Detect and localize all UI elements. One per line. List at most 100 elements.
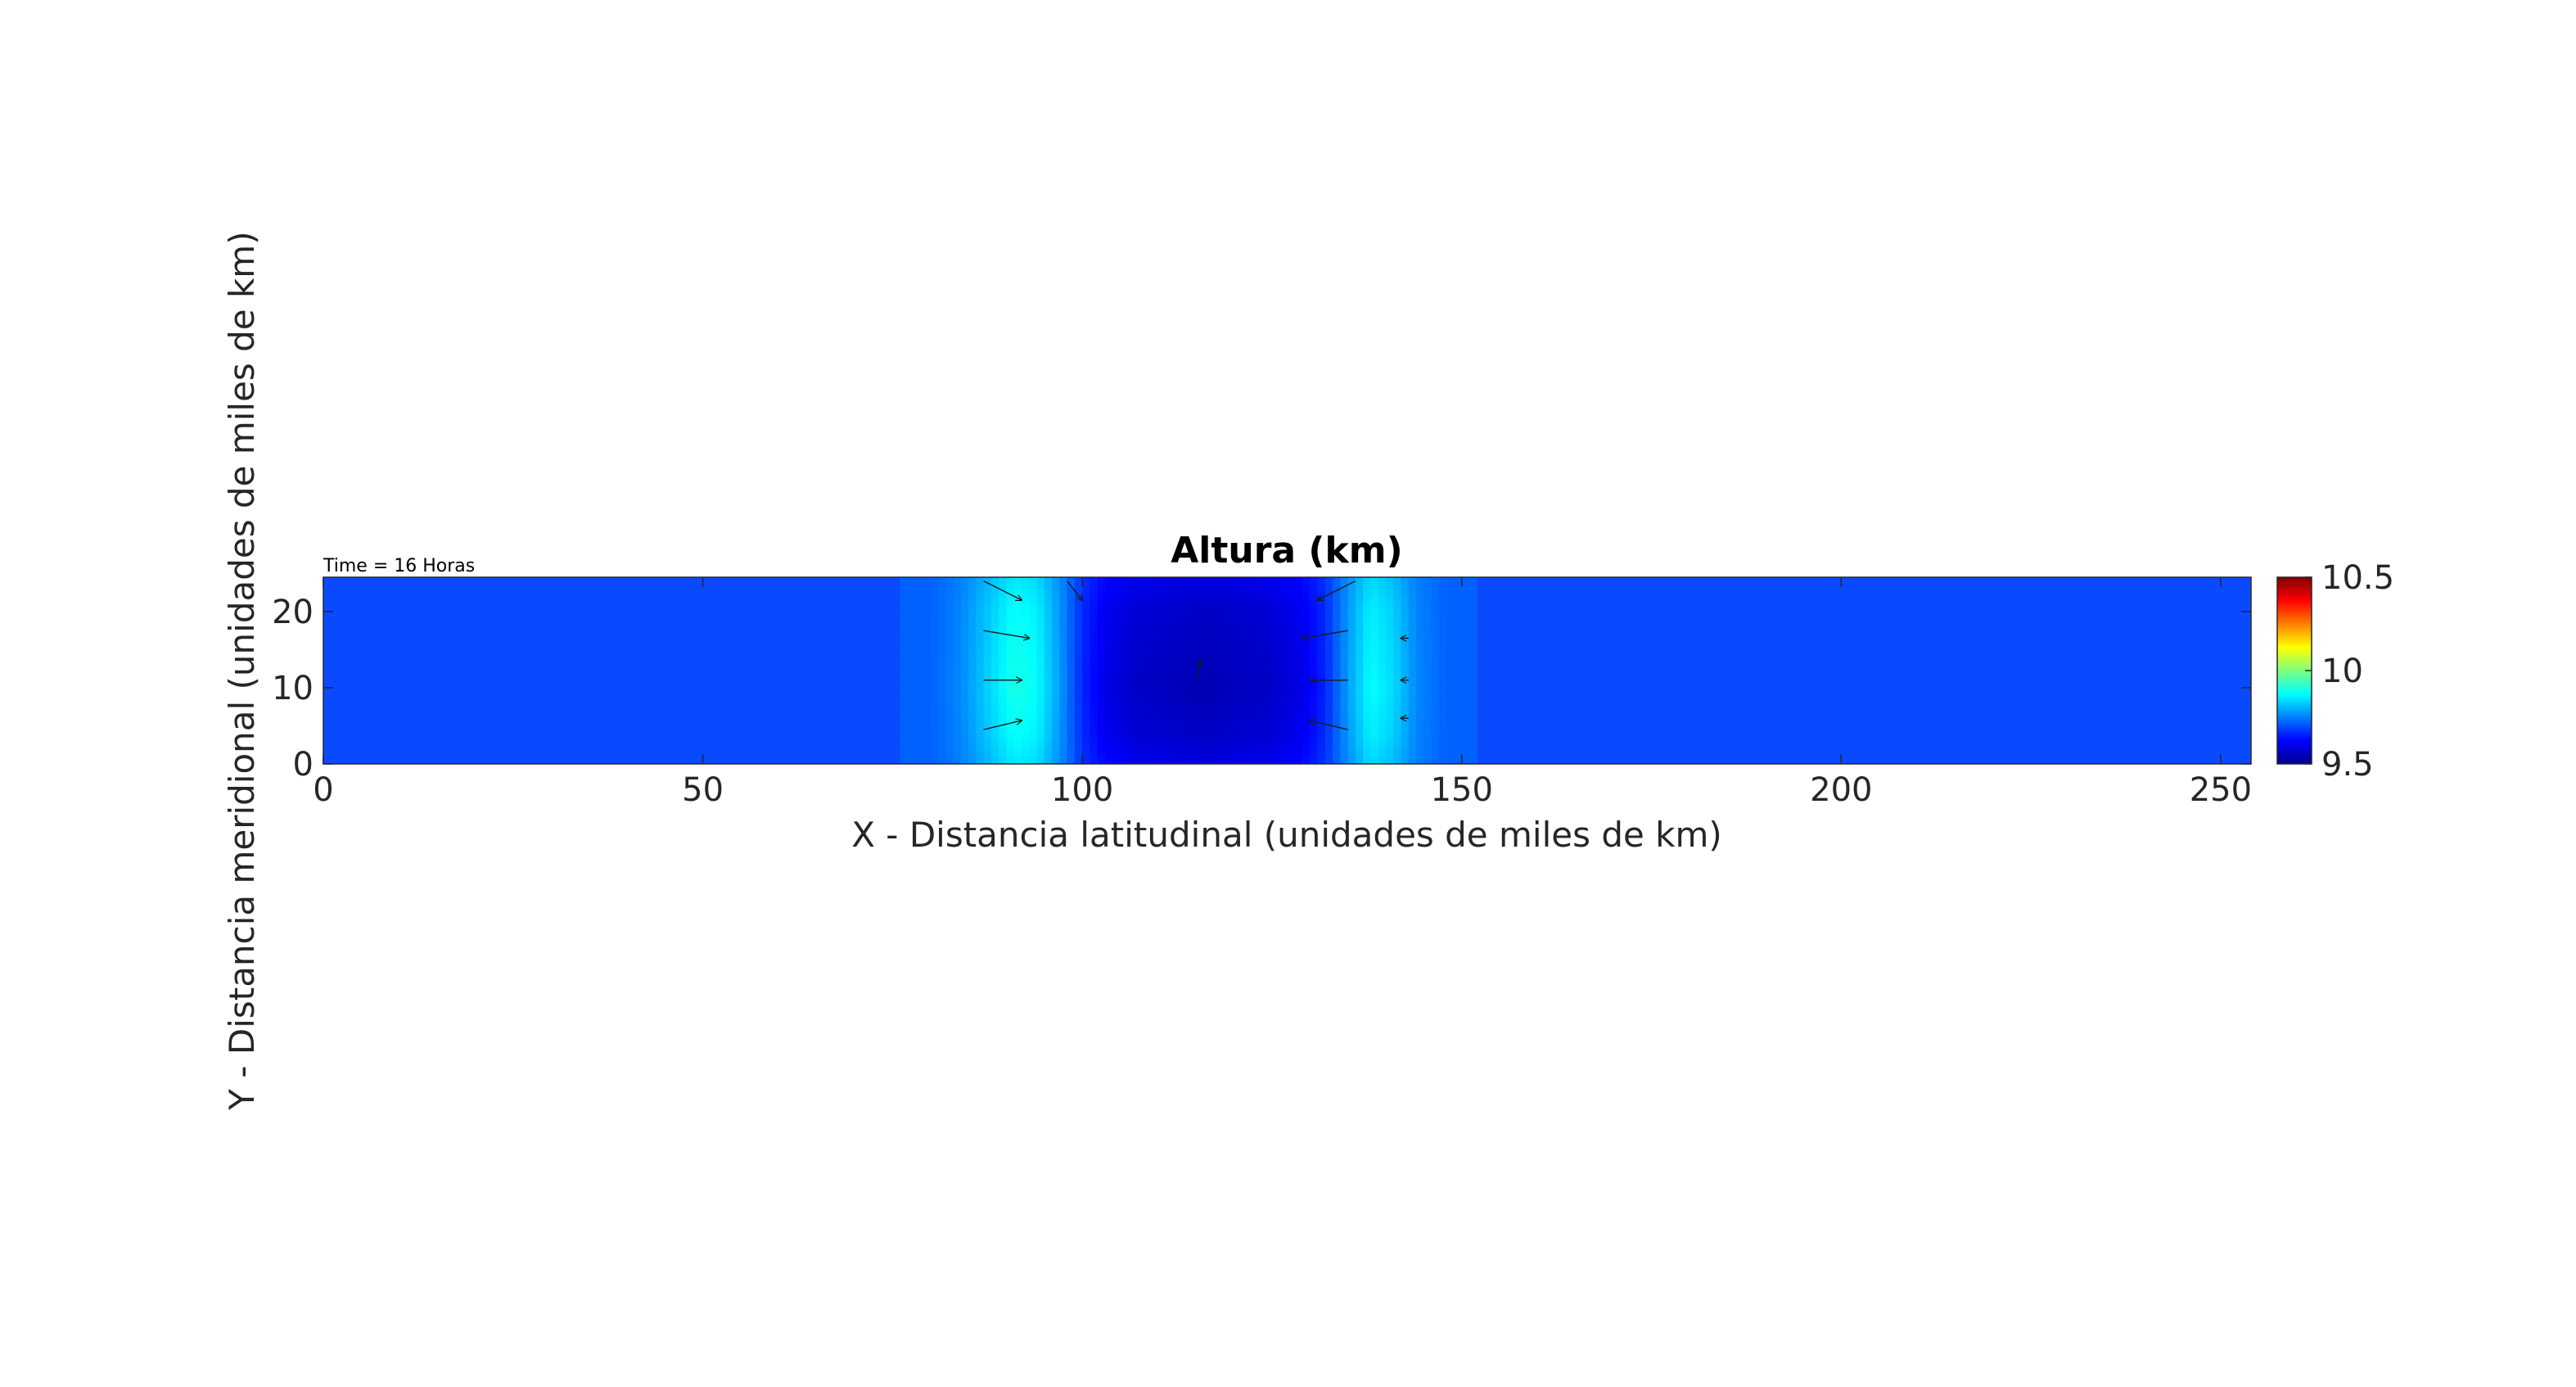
heatmap-cell [1431,680,1440,684]
heatmap-cell [1271,672,1280,677]
heatmap-cell [907,634,916,639]
heatmap-cell [1340,657,1349,662]
heatmap-cell [900,748,909,753]
heatmap-cell [1333,619,1342,624]
heatmap-cell [990,668,999,673]
heatmap-cell [1104,707,1113,712]
heatmap-cell [1029,608,1038,612]
heatmap-cell [1317,653,1326,658]
heatmap-cell [1029,748,1038,753]
heatmap-cell [1044,714,1053,719]
heatmap-cell [1287,752,1296,757]
heatmap-cell [1082,672,1091,677]
heatmap-cell [1378,611,1387,617]
heatmap-cell [1393,619,1402,624]
heatmap-cell [1370,608,1379,612]
heatmap-cell [1423,634,1432,639]
heatmap-cell [1271,730,1280,734]
heatmap-cell [999,684,1008,689]
heatmap-cell [1370,599,1379,605]
heatmap-cell [1135,760,1144,764]
heatmap-cell [938,710,946,716]
heatmap-cell [1454,675,1463,681]
heatmap-cell [1363,687,1372,693]
heatmap-cell [1408,634,1417,639]
heatmap-cell [1347,752,1356,757]
heatmap-cell [1271,577,1280,582]
heatmap-cell [1355,622,1364,628]
heatmap-cell [1423,741,1432,746]
heatmap-cell [1013,668,1022,673]
heatmap-cell [1166,691,1175,696]
heatmap-cell [1127,684,1136,689]
heatmap-cell [1196,760,1205,764]
heatmap-cell [1044,695,1053,700]
heatmap-cell [1074,622,1083,628]
heatmap-cell [953,756,962,761]
heatmap-cell [945,622,954,628]
heatmap-cell [1157,748,1166,753]
heatmap-cell [1416,725,1424,730]
heatmap-cell [1112,611,1121,617]
heatmap-cell [990,615,999,620]
heatmap-cell [990,703,999,707]
heatmap-cell [1256,744,1265,749]
heatmap-cell [999,649,1008,654]
heatmap-cell [1166,661,1175,666]
heatmap-cell [983,585,992,590]
heatmap-cell [1310,645,1319,651]
heatmap-cell [1089,638,1099,643]
heatmap-cell [953,653,962,658]
heatmap-cell [1104,741,1113,746]
heatmap-cell [1454,634,1463,639]
heatmap-cell [1416,630,1424,635]
heatmap-cell [938,608,946,612]
heatmap-cell [976,725,985,730]
heatmap-cell [1157,721,1166,727]
heatmap-cell [1029,665,1038,670]
heatmap-cell [968,581,977,585]
heatmap-cell [1310,756,1319,761]
heatmap-cell [1044,596,1053,601]
heatmap-cell [1279,698,1288,704]
heatmap-cell [1310,684,1319,689]
heatmap-cell [1302,649,1311,654]
heatmap-cell [1310,744,1319,749]
heatmap-cell [1180,707,1189,712]
heatmap-cell [938,730,946,734]
heatmap-cell [1104,577,1113,582]
heatmap-cell [1036,642,1045,647]
heatmap-cell [1446,695,1455,700]
heatmap-cell [1378,730,1387,734]
heatmap-cell [1310,698,1319,704]
heatmap-cell [1310,638,1319,643]
heatmap-cell [1188,721,1197,727]
heatmap-cell [1454,577,1463,582]
heatmap-cell [1340,748,1349,753]
heatmap-cell [953,730,962,734]
heatmap-cell [1097,588,1106,594]
heatmap-cell [930,741,939,746]
heatmap-cell [1203,649,1212,654]
heatmap-cell [1234,626,1243,631]
heatmap-cell [915,733,924,739]
heatmap-cell [1264,657,1273,662]
heatmap-cell [1180,608,1189,612]
heatmap-cell [1393,599,1402,605]
heatmap-cell [1469,721,1477,727]
heatmap-cell [945,634,954,639]
heatmap-cell [1461,687,1470,693]
heatmap-cell [1180,585,1189,590]
heatmap-cell [1454,730,1463,734]
heatmap-cell [1454,707,1463,712]
heatmap-cell [1386,630,1394,635]
heatmap-cell [1461,721,1470,727]
heatmap-cell [1013,748,1022,753]
heatmap-cell [1074,744,1083,749]
heatmap-cell [1370,675,1379,681]
heatmap-cell [1234,603,1243,608]
heatmap-cell [976,619,985,624]
heatmap-cell [1363,638,1372,643]
heatmap-cell [1370,657,1379,662]
heatmap-cell [1324,653,1333,658]
